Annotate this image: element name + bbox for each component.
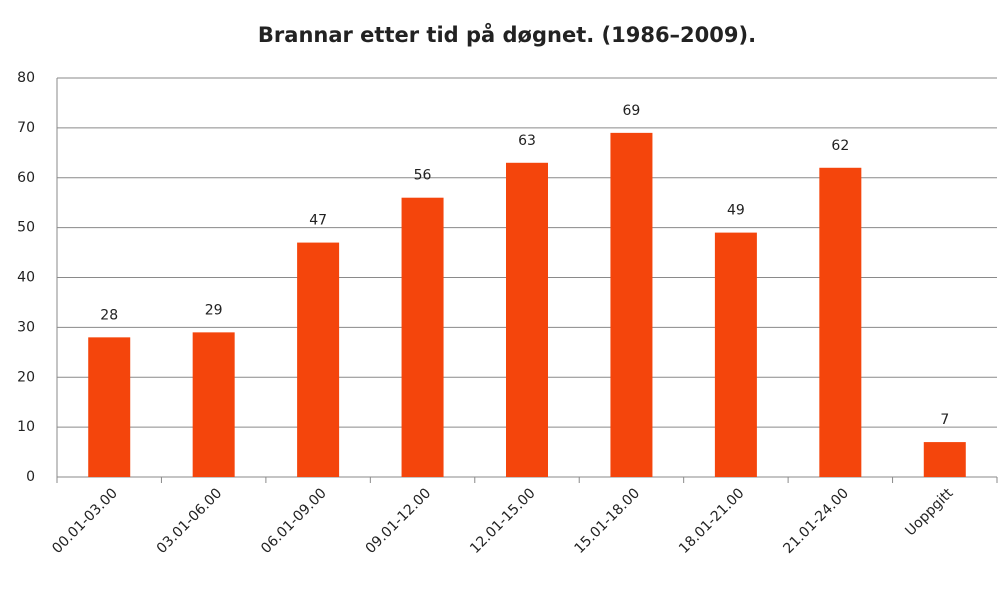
x-tick-label: Uoppgitt	[902, 485, 956, 539]
y-tick-label: 70	[17, 120, 35, 136]
bar	[506, 162, 548, 477]
data-label: 28	[100, 307, 118, 323]
data-label: 62	[831, 138, 849, 154]
x-tick-label: 12.01-15.00	[467, 485, 539, 557]
y-tick-label: 0	[26, 469, 35, 485]
y-tick-label: 30	[17, 319, 35, 335]
y-tick-label: 10	[17, 419, 35, 435]
x-tick-label: 00.01-03.00	[49, 485, 121, 557]
data-label: 7	[940, 412, 949, 428]
data-label: 47	[309, 213, 327, 229]
x-tick-label: 06.01-09.00	[258, 485, 330, 557]
x-tick-label: 03.01-06.00	[154, 485, 226, 557]
y-tick-label: 40	[17, 270, 35, 286]
x-tick-label: 21.01-24.00	[780, 485, 852, 557]
x-tick-label: 18.01-21.00	[676, 485, 748, 557]
bar	[610, 132, 653, 478]
y-tick-label: 80	[17, 70, 35, 86]
data-label: 29	[205, 302, 223, 318]
bar	[819, 167, 862, 477]
y-tick-label: 60	[17, 170, 35, 186]
data-label: 56	[414, 168, 432, 184]
y-tick-label: 50	[17, 220, 35, 236]
chart-title: Brannar etter tid på døgnet. (1986–2009)…	[258, 22, 756, 47]
x-tick-label: 09.01-12.00	[363, 485, 435, 557]
bar	[401, 197, 444, 477]
bar	[714, 232, 757, 477]
data-label: 69	[623, 103, 641, 119]
bar	[923, 442, 966, 477]
x-tick-label: 15.01-18.00	[572, 485, 644, 557]
bar	[88, 337, 131, 477]
data-label: 49	[727, 203, 745, 219]
data-label: 63	[518, 133, 536, 149]
bar	[192, 332, 235, 477]
y-tick-label: 20	[17, 369, 35, 385]
bar	[297, 242, 340, 477]
